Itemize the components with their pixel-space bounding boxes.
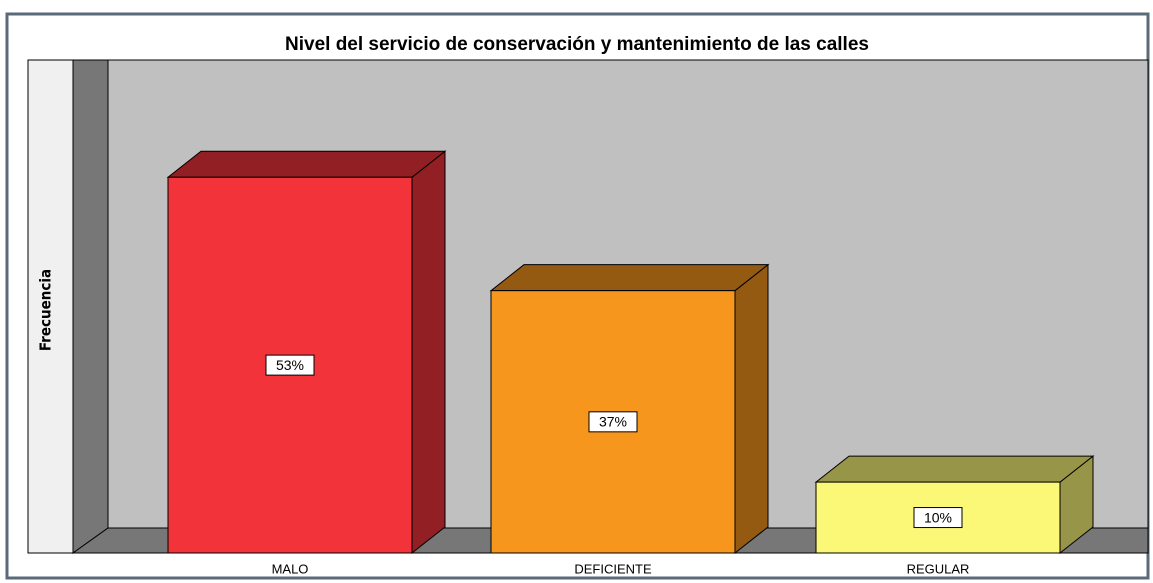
side-wall [72, 59, 109, 554]
value-label-box [913, 507, 963, 529]
bar-top [489, 264, 770, 292]
value-label: 10% [924, 509, 952, 525]
y-axis-label: Frecuencia [37, 269, 55, 351]
bar-top [814, 455, 1095, 483]
value-label: 37% [599, 414, 627, 430]
value-label: 53% [276, 357, 304, 373]
y-label-panel [27, 59, 74, 554]
value-label-box [265, 354, 315, 376]
value-label-box [588, 411, 638, 433]
bar-top [166, 150, 447, 178]
bar-side [411, 150, 446, 555]
bar-side [734, 263, 769, 555]
chart-title: Nivel del servicio de conservación y man… [285, 34, 869, 55]
x-tick-label: REGULAR [907, 561, 970, 576]
x-tick-label: MALO [272, 561, 309, 576]
x-tick-label: DEFICIENTE [574, 561, 652, 576]
